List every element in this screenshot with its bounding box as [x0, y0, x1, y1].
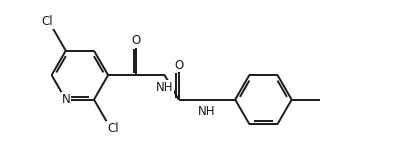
Text: N: N: [61, 93, 70, 106]
Text: O: O: [132, 34, 141, 47]
Text: NH: NH: [198, 105, 216, 118]
Text: NH: NH: [156, 81, 173, 94]
Text: O: O: [174, 59, 183, 72]
Text: Cl: Cl: [41, 15, 53, 28]
Text: Cl: Cl: [107, 122, 119, 135]
